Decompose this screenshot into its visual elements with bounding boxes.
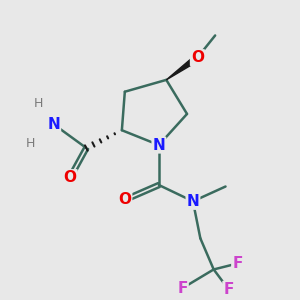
Text: F: F <box>177 280 188 296</box>
Text: O: O <box>191 50 204 65</box>
Text: N: N <box>152 137 165 152</box>
Text: N: N <box>47 117 60 132</box>
Text: H: H <box>34 97 44 110</box>
Text: N: N <box>187 194 199 209</box>
Polygon shape <box>166 55 199 80</box>
Text: O: O <box>118 192 131 207</box>
Text: F: F <box>223 282 234 297</box>
Text: H: H <box>26 137 35 150</box>
Text: O: O <box>64 170 76 185</box>
Text: F: F <box>232 256 243 271</box>
